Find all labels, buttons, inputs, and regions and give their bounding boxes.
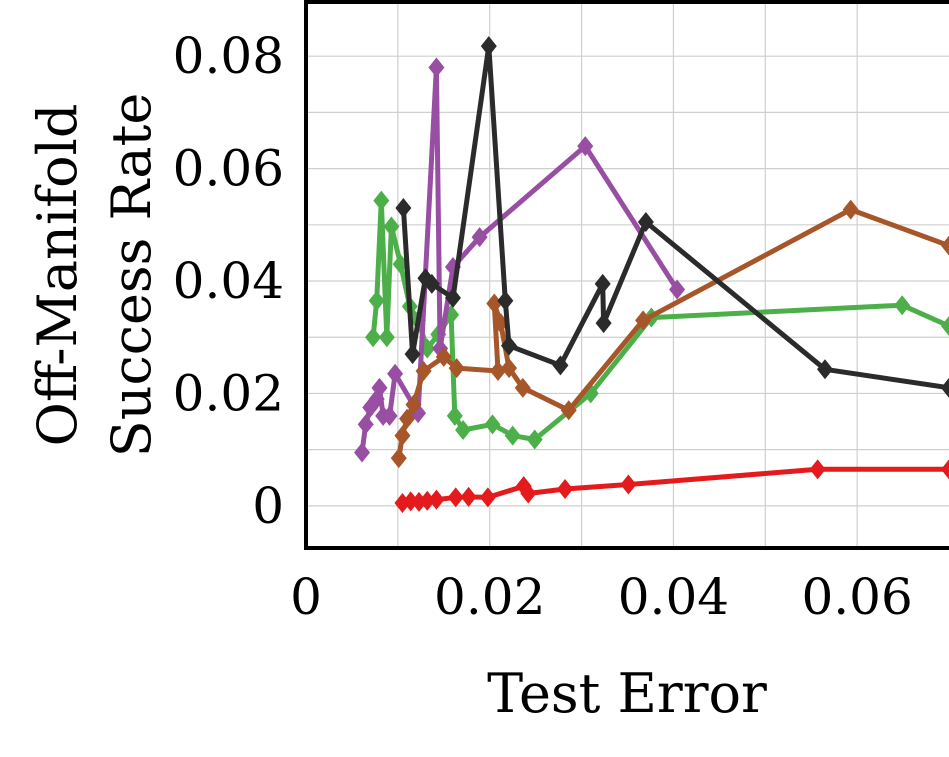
axes-frame (304, 0, 949, 550)
data-point (635, 310, 652, 331)
axis-titles: Test Error Off-Manifold Success Rate (26, 93, 767, 725)
x-tick-label: 0.02 (434, 568, 545, 626)
series-5 (395, 36, 949, 398)
data-point (373, 190, 390, 211)
data-point (552, 355, 569, 376)
data-point (383, 216, 400, 237)
data-point (941, 377, 949, 398)
data-point (405, 394, 422, 415)
plot-frame (304, 0, 949, 550)
data-point (387, 363, 404, 384)
data-point (560, 400, 577, 421)
data-point (484, 414, 501, 435)
data-point (816, 359, 833, 380)
y-tick-label: 0.08 (173, 27, 284, 85)
data-point (894, 295, 911, 316)
data-point (371, 377, 388, 398)
y-tick-label: 0.04 (173, 252, 284, 310)
data-point (557, 478, 574, 499)
data-point (471, 227, 488, 248)
x-tick-label: 0 (290, 568, 322, 626)
data-point (501, 358, 518, 379)
data-point (941, 235, 949, 256)
series-4 (390, 199, 949, 469)
data-point (455, 419, 472, 440)
data-point (577, 136, 594, 157)
data-point (941, 315, 949, 336)
data-point (479, 487, 496, 508)
series-line (396, 207, 949, 461)
data-point (419, 490, 436, 511)
data-point (378, 327, 395, 348)
data-point (394, 425, 411, 446)
x-axis-title: Test Error (487, 662, 767, 725)
data-point (489, 360, 506, 381)
data-point (404, 344, 421, 365)
y-tick-label: 0 (252, 477, 284, 535)
series-1 (394, 459, 949, 514)
data-point (842, 199, 859, 220)
data-point (447, 487, 464, 508)
data-point (520, 483, 537, 504)
data-point (637, 212, 654, 233)
data-point (354, 442, 371, 463)
y-tick-label: 0.06 (173, 140, 284, 198)
data-point (448, 358, 465, 379)
data-point (595, 313, 612, 334)
data-point (480, 36, 497, 57)
data-point (526, 429, 543, 450)
data-point (428, 489, 445, 510)
data-point (435, 346, 452, 367)
data-point (594, 273, 611, 294)
data-point (357, 414, 374, 435)
data-point (415, 360, 432, 381)
data-point (497, 290, 514, 311)
y-axis-title-line-2: Success Rate (100, 93, 163, 458)
data-point (368, 290, 385, 311)
data-point (669, 279, 686, 300)
data-point (504, 425, 521, 446)
data-point (486, 293, 503, 314)
data-point (423, 273, 440, 294)
grid (306, 0, 949, 548)
data-point (446, 405, 463, 426)
data-point (390, 448, 407, 469)
series-3 (354, 57, 686, 463)
data-point (365, 327, 382, 348)
data-point (514, 377, 531, 398)
series-group (354, 36, 949, 514)
data-point (381, 405, 398, 426)
data-point (809, 459, 826, 480)
y-axis-title-line-1: Off-Manifold (26, 104, 89, 447)
data-point (444, 287, 461, 308)
y-tick-label: 0.02 (173, 364, 284, 422)
data-point (399, 408, 416, 429)
data-point (460, 486, 477, 507)
x-tick-label: 0.04 (618, 568, 729, 626)
data-point (941, 459, 949, 480)
tick-labels: 0 0.02 0.04 0.06 0.08 0 0.02 0.04 0.06 (173, 27, 913, 626)
data-point (501, 335, 518, 356)
data-point (428, 57, 445, 78)
data-point (620, 474, 637, 495)
data-point (395, 197, 412, 218)
x-tick-label: 0.06 (801, 568, 912, 626)
data-point (392, 254, 409, 275)
